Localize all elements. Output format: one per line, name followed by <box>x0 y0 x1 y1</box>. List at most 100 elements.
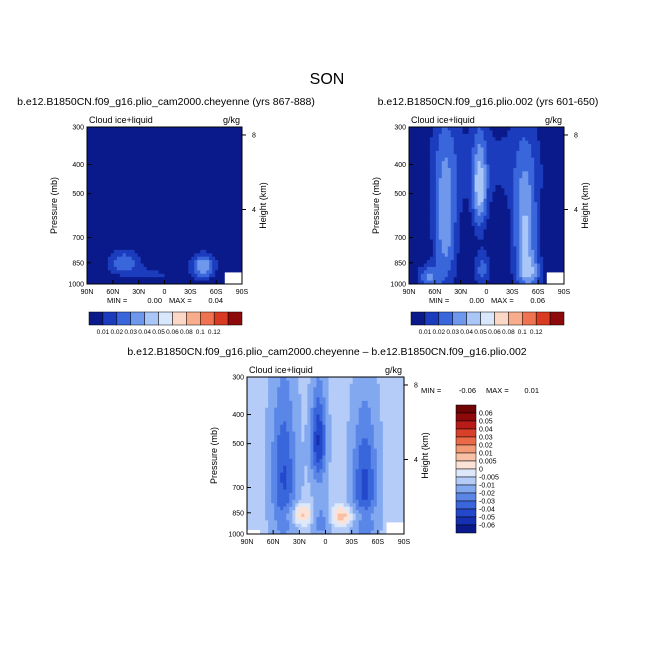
heatmap-cell <box>218 219 222 223</box>
heatmap-cell <box>161 263 165 268</box>
heatmap-cell <box>495 270 499 275</box>
heatmap-cell <box>122 140 127 145</box>
heatmap-cell <box>561 191 565 196</box>
heatmap-cell <box>182 222 186 227</box>
heatmap-cell <box>409 198 413 203</box>
heatmap-cell <box>558 178 562 183</box>
heatmap-cell <box>304 380 308 385</box>
heatmap-cell <box>197 239 201 244</box>
heatmap-cell <box>176 150 180 155</box>
heatmap-cell <box>486 236 490 241</box>
heatmap-cell <box>429 239 434 244</box>
heatmap-cell <box>185 236 189 241</box>
heatmap-cell <box>173 239 177 244</box>
heatmap-cell <box>215 222 219 227</box>
heatmap-cell <box>546 130 550 135</box>
heatmap-cell <box>89 127 94 131</box>
heatmap-cell <box>259 377 263 381</box>
heatmap-cell <box>468 222 472 227</box>
heatmap-cell <box>489 181 493 186</box>
heatmap-cell <box>498 127 502 131</box>
heatmap-cell <box>459 249 464 254</box>
heatmap-cell <box>417 239 422 244</box>
heatmap-cell <box>534 246 538 251</box>
heatmap-cell <box>519 205 523 210</box>
heatmap-cell <box>477 174 481 179</box>
heatmap-cell <box>519 273 523 278</box>
heatmap-cell <box>137 277 142 281</box>
heatmap-cell <box>426 140 431 145</box>
heatmap-cell <box>125 140 130 145</box>
heatmap-cell <box>161 167 165 172</box>
heatmap-cell <box>552 266 556 271</box>
heatmap-cell <box>480 181 484 186</box>
heatmap-cell <box>411 222 416 227</box>
heatmap-cell <box>540 260 544 264</box>
heatmap-cell <box>176 225 180 230</box>
heatmap-cell <box>164 208 168 213</box>
heatmap-cell <box>101 154 106 159</box>
heatmap-cell <box>501 144 505 148</box>
heatmap-cell <box>543 222 547 227</box>
heatmap-cell <box>221 273 225 278</box>
heatmap-cell <box>492 253 496 258</box>
heatmap-cell <box>492 222 496 227</box>
heatmap-cell <box>459 260 464 264</box>
heatmap-cell <box>92 266 97 271</box>
heatmap-cell <box>417 191 422 196</box>
heatmap-cell <box>218 266 222 271</box>
heatmap-cell <box>101 198 106 203</box>
heatmap-cell <box>504 256 508 261</box>
heatmap-cell <box>531 260 535 264</box>
heatmap-cell <box>468 161 472 165</box>
heatmap-cell <box>233 191 237 196</box>
heatmap-cell <box>423 212 428 217</box>
heatmap-cell <box>215 205 219 210</box>
heatmap-cell <box>113 127 118 131</box>
heatmap-cell <box>128 164 133 169</box>
heatmap-cell <box>450 263 455 268</box>
heatmap-cell <box>519 256 523 261</box>
heatmap-cell <box>179 225 183 230</box>
heatmap-cell <box>516 147 520 152</box>
heatmap-cell <box>504 188 508 193</box>
heatmap-cell <box>164 188 168 193</box>
heatmap-cell <box>128 277 133 281</box>
heatmap-cell <box>495 191 499 196</box>
heatmap-cell <box>450 150 455 155</box>
heatmap-cell <box>471 219 475 223</box>
heatmap-cell <box>504 215 508 220</box>
heatmap-cell <box>411 208 416 213</box>
heatmap-cell <box>218 212 222 217</box>
heatmap-cell <box>140 188 145 193</box>
heatmap-cell <box>98 191 103 196</box>
heatmap-cell <box>221 181 225 186</box>
heatmap-cell <box>194 273 198 278</box>
heatmap-cell <box>200 243 204 247</box>
heatmap-cell <box>507 266 511 271</box>
heatmap-cell <box>194 253 198 258</box>
heatmap-cell <box>107 256 112 261</box>
heatmap-cell <box>197 225 201 230</box>
heatmap-cell <box>92 133 97 138</box>
heatmap-cell <box>435 256 440 261</box>
heatmap-cell <box>140 181 145 186</box>
heatmap-cell <box>194 171 198 176</box>
heatmap-cell <box>233 178 237 183</box>
heatmap-cell <box>486 127 490 131</box>
heatmap-cell <box>471 144 475 148</box>
heatmap-cell <box>104 205 109 210</box>
heatmap-cell <box>233 253 237 258</box>
heatmap-cell <box>477 270 481 275</box>
heatmap-cell <box>453 260 458 264</box>
heatmap-cell <box>110 236 115 241</box>
heatmap-cell <box>555 236 559 241</box>
heatmap-cell <box>411 239 416 244</box>
heatmap-cell <box>409 225 413 230</box>
heatmap-cell <box>453 253 458 258</box>
heatmap-cell <box>203 219 207 223</box>
heatmap-cell <box>173 246 177 251</box>
heatmap-cell <box>149 127 153 131</box>
heatmap-cell <box>450 280 455 285</box>
heatmap-cell <box>203 229 207 234</box>
